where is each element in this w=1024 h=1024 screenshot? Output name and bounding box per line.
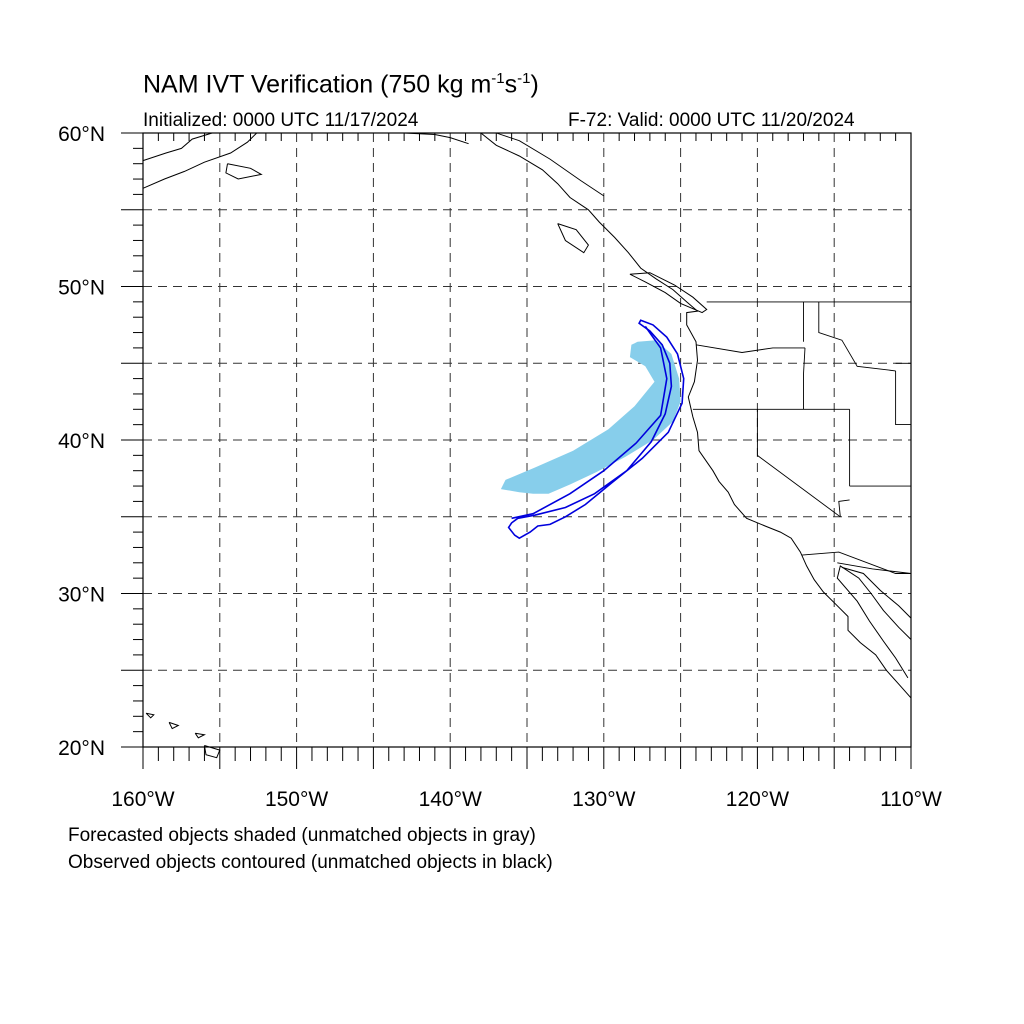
- y-tick-label: 60°N: [58, 123, 105, 146]
- coastline-alaska-peninsula: [142, 132, 258, 189]
- x-tick-label: 160°W: [111, 788, 174, 811]
- island-hawaii-oahu: [168, 721, 180, 730]
- y-tick-label: 40°N: [58, 430, 105, 453]
- title-text: NAM IVT Verification (750 kg m: [143, 70, 492, 99]
- border-baja: [837, 562, 912, 574]
- island-vancouver: [629, 272, 708, 314]
- coastlines-and-borders: [142, 132, 912, 759]
- y-tick-label: 20°N: [58, 737, 105, 760]
- observed-object-inner-contour: [511, 325, 668, 520]
- observed-object-contour: [507, 319, 685, 540]
- initialized-label: Initialized: 0000 UTC 11/17/2024: [143, 110, 419, 131]
- coastline-alaska-west: [142, 132, 213, 162]
- island-kodiak: [225, 163, 263, 180]
- axis-labels: 160°W 150°W 140°W 130°W 120°W 110°W 20°N 30°N 40…: [58, 123, 942, 811]
- x-tick-label: 110°W: [880, 788, 942, 811]
- title-close: ): [530, 70, 539, 99]
- border-ca-nv: [756, 409, 841, 518]
- island-hawaii-big: [203, 745, 221, 759]
- ivt-objects: [500, 319, 685, 540]
- lat-lon-grid: [143, 133, 911, 747]
- title-exponent-2: -1: [517, 70, 531, 87]
- border-alaska-canada: [496, 132, 605, 197]
- axis-ticks: [121, 132, 912, 769]
- x-tick-label: 150°W: [265, 788, 328, 811]
- border-or-id: [803, 347, 806, 410]
- legend-observed-note: Observed objects contoured (unmatched ob…: [68, 852, 553, 873]
- island-haida-gwaii: [557, 223, 590, 254]
- figure-title: NAM IVT Verification (750 kg m-1s-1): [143, 70, 539, 99]
- island-hawaii-kauai: [145, 712, 155, 719]
- title-exponent-1: -1: [491, 70, 505, 87]
- valid-time-label: F-72: Valid: 0000 UTC 11/20/2024: [568, 110, 855, 131]
- border-az-nv: [838, 499, 850, 517]
- title-unit-s: s: [504, 70, 518, 99]
- forecast-object-shaded: [500, 340, 681, 494]
- coastline-gulf-of-california: [836, 565, 912, 679]
- island-hawaii-maui: [194, 732, 206, 739]
- border-us-mexico: [801, 551, 911, 574]
- x-tick-label: 130°W: [572, 788, 635, 811]
- legend-forecast-note: Forecasted objects shaded (unmatched obj…: [68, 825, 536, 846]
- border-id-mt: [818, 301, 896, 372]
- border-wy-id-ut: [895, 370, 911, 426]
- coastline-mexico-mainland: [841, 566, 912, 619]
- y-tick-label: 30°N: [58, 584, 105, 607]
- x-tick-label: 120°W: [726, 788, 789, 811]
- coastline-north-america: [480, 132, 912, 699]
- y-tick-label: 50°N: [58, 277, 105, 300]
- border-wa-or: [695, 344, 805, 353]
- x-tick-label: 140°W: [419, 788, 482, 811]
